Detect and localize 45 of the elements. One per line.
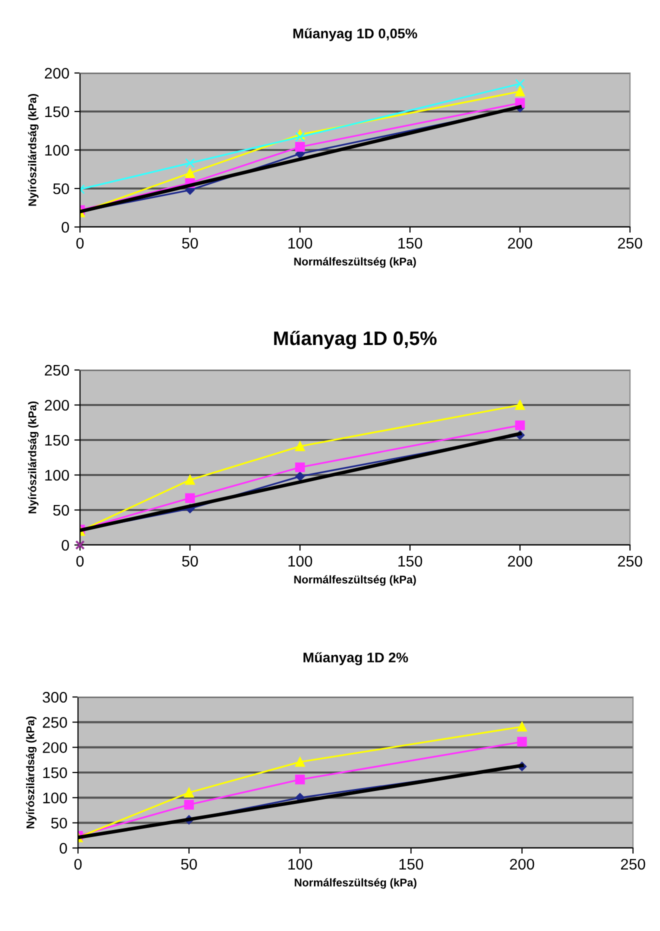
y-tick-label: 150 bbox=[45, 106, 69, 118]
y-tick-label: 0 bbox=[60, 842, 67, 854]
y-axis-title: Nyírószilárdság (kPa) bbox=[28, 94, 39, 206]
x-tick-label: 0 bbox=[76, 238, 84, 249]
x-axis-title: Normálfeszültség (kPa) bbox=[294, 575, 416, 586]
y-tick-label: 250 bbox=[44, 364, 69, 376]
y-axis-title: Nyírószilárdság (kPa) bbox=[26, 716, 37, 828]
x-tick-label: 250 bbox=[621, 858, 646, 870]
x-tick-label: 0 bbox=[76, 556, 84, 567]
y-tick-label: 300 bbox=[42, 692, 67, 703]
chart-title: Műanyag 1D 2% bbox=[304, 652, 408, 666]
x-tick-label: 250 bbox=[618, 556, 642, 567]
chart-title: Műanyag 1D 0,05% bbox=[293, 28, 418, 42]
y-tick-label: 150 bbox=[43, 767, 67, 778]
y-tick-label: 100 bbox=[45, 470, 69, 481]
chart-title: Műanyag 1D 0,5% bbox=[274, 330, 437, 350]
y-tick-label: 100 bbox=[45, 144, 69, 156]
x-tick-label: 100 bbox=[288, 858, 312, 870]
x-tick-label: 250 bbox=[618, 238, 642, 249]
y-tick-label: 250 bbox=[42, 717, 67, 728]
x-axis-title: Normálfeszültség (kPa) bbox=[294, 257, 416, 268]
y-tick-label: 200 bbox=[44, 68, 69, 79]
x-tick-label: 150 bbox=[399, 858, 424, 870]
x-tick-label: 0 bbox=[74, 858, 82, 870]
y-tick-label: 0 bbox=[62, 540, 69, 551]
x-tick-label: 50 bbox=[182, 556, 198, 567]
y-axis-title: Nyírószilárdság (kPa) bbox=[28, 402, 39, 514]
x-tick-label: 200 bbox=[510, 858, 534, 870]
x-tick-label: 200 bbox=[508, 238, 532, 249]
y-tick-label: 200 bbox=[42, 742, 67, 754]
y-tick-label: 100 bbox=[43, 792, 67, 804]
y-tick-label: 50 bbox=[53, 183, 69, 194]
x-tick-label: 50 bbox=[181, 858, 197, 870]
y-tick-label: 0 bbox=[62, 222, 69, 233]
x-tick-label: 100 bbox=[288, 556, 312, 567]
x-tick-label: 200 bbox=[508, 556, 532, 567]
y-tick-label: 150 bbox=[45, 434, 69, 446]
y-tick-label: 200 bbox=[44, 400, 69, 411]
x-tick-label: 150 bbox=[398, 238, 422, 249]
y-tick-label: 50 bbox=[51, 818, 67, 829]
x-axis-title: Normálfeszültség (kPa) bbox=[294, 878, 416, 889]
x-tick-label: 50 bbox=[182, 238, 198, 249]
y-tick-label: 50 bbox=[53, 504, 69, 516]
x-tick-label: 150 bbox=[398, 556, 422, 567]
x-tick-label: 100 bbox=[288, 238, 312, 249]
